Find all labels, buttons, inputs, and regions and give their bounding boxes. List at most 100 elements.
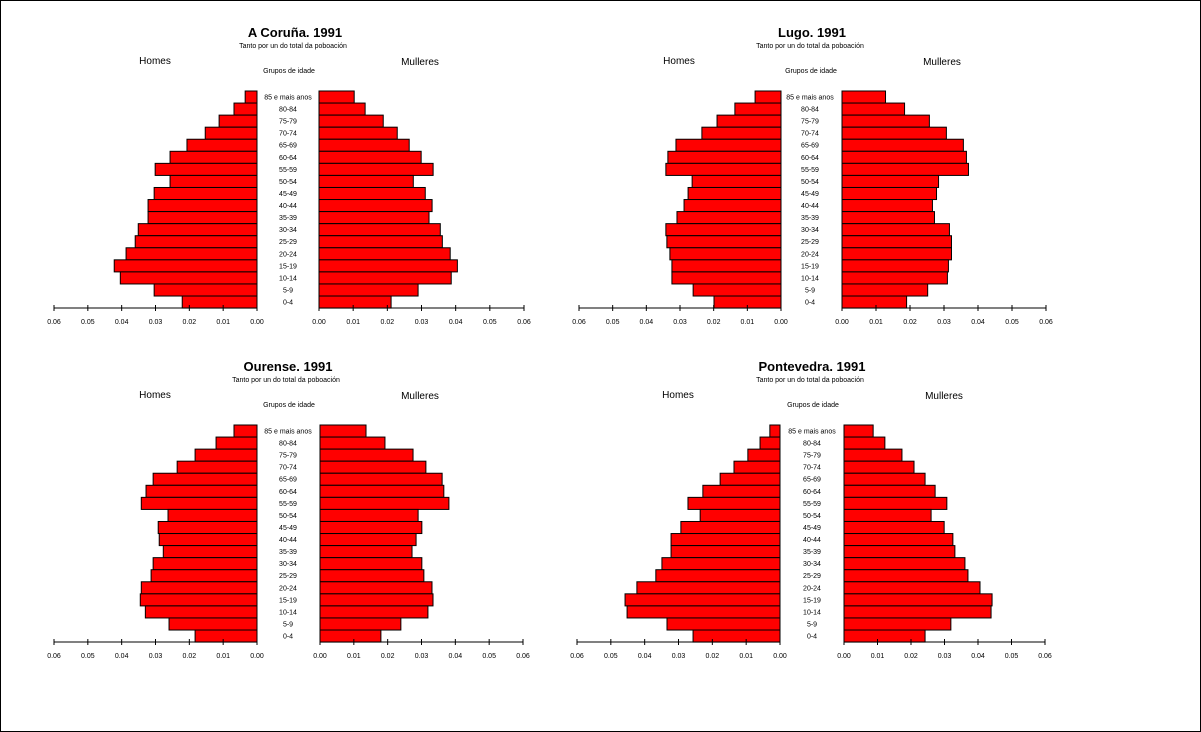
age-group-label: 70-74	[801, 131, 819, 138]
bar-mulleres	[843, 605, 992, 619]
bar-homes	[676, 211, 782, 225]
left-tick-label: 0.00	[773, 653, 787, 660]
bar-mulleres	[318, 259, 458, 273]
age-group-label: 70-74	[803, 465, 821, 472]
bar-homes	[152, 472, 258, 486]
bar-mulleres	[318, 211, 430, 225]
age-group-label: 15-19	[279, 263, 297, 270]
left-tick-label: 0.03	[149, 653, 163, 660]
bar-mulleres	[841, 211, 935, 225]
left-tick-label: 0.01	[216, 319, 230, 326]
age-group-label: 25-29	[803, 573, 821, 580]
right-tick-label: 0.05	[1005, 319, 1019, 326]
right-tick-label: 0.03	[415, 319, 429, 326]
bar-mulleres	[319, 557, 423, 571]
bar-homes	[661, 557, 781, 571]
bar-homes	[162, 545, 258, 559]
bar-mulleres	[319, 533, 417, 547]
bar-mulleres	[843, 484, 936, 498]
category-axis-label: Grupos de idade	[263, 402, 315, 409]
bar-homes	[683, 199, 782, 213]
age-group-label: 0-4	[283, 634, 293, 641]
age-group-label: 85 e mais anos	[786, 95, 834, 102]
bar-mulleres	[319, 448, 414, 462]
left-tick-label: 0.06	[47, 653, 61, 660]
bar-homes	[169, 150, 258, 164]
bar-homes	[716, 114, 782, 128]
right-tick-label: 0.00	[837, 653, 851, 660]
left-tick-label: 0.06	[47, 319, 61, 326]
pyramid-chart: Ourense. 1991 Tanto por un do total da po…	[47, 359, 530, 660]
bar-mulleres	[841, 174, 940, 188]
bar-mulleres	[318, 114, 384, 128]
bar-mulleres	[843, 581, 981, 595]
bar-homes	[671, 271, 782, 285]
bar-homes	[675, 138, 782, 152]
bar-homes	[113, 259, 258, 273]
bar-mulleres	[841, 126, 947, 140]
bar-homes	[194, 448, 258, 462]
bar-homes	[140, 581, 258, 595]
age-group-label: 5-9	[805, 287, 815, 294]
bar-mulleres	[318, 186, 426, 201]
bar-homes	[665, 162, 782, 176]
bar-homes	[719, 472, 781, 486]
bar-mulleres	[841, 295, 908, 309]
bar-homes	[665, 223, 782, 237]
bar-mulleres	[319, 508, 419, 522]
age-group-label: 85 e mais anos	[788, 429, 836, 436]
age-group-label: 25-29	[279, 573, 297, 580]
bar-homes	[176, 460, 258, 474]
bar-mulleres	[318, 102, 366, 116]
age-group-label: 60-64	[279, 489, 297, 496]
age-group-label: 20-24	[803, 585, 821, 592]
left-series-label: Homes	[139, 390, 171, 401]
left-tick-label: 0.02	[707, 319, 721, 326]
left-tick-label: 0.04	[115, 319, 129, 326]
age-group-label: 5-9	[283, 621, 293, 628]
age-group-label: 25-29	[801, 239, 819, 246]
left-tick-label: 0.03	[673, 319, 687, 326]
bar-homes	[153, 283, 258, 297]
age-group-label: 20-24	[279, 251, 297, 258]
age-group-label: 40-44	[803, 537, 821, 544]
bar-mulleres	[318, 174, 414, 188]
age-group-label: 5-9	[283, 287, 293, 294]
right-tick-label: 0.02	[904, 653, 918, 660]
age-group-label: 35-39	[279, 215, 297, 222]
bar-homes	[754, 90, 782, 104]
bar-homes	[669, 247, 782, 261]
left-tick-label: 0.05	[81, 319, 95, 326]
bar-homes	[667, 150, 782, 164]
bar-homes	[158, 533, 258, 547]
age-group-label: 5-9	[807, 621, 817, 628]
age-group-label: 15-19	[803, 597, 821, 604]
bar-mulleres	[843, 472, 926, 486]
bar-mulleres	[841, 235, 952, 249]
bar-homes	[244, 90, 258, 104]
age-group-label: 40-44	[279, 203, 297, 210]
right-series-label: Mulleres	[401, 391, 439, 402]
age-group-label: 85 e mais anos	[264, 95, 312, 102]
bar-homes	[145, 484, 258, 498]
right-tick-label: 0.00	[312, 319, 326, 326]
age-group-label: 50-54	[803, 513, 821, 520]
left-tick-label: 0.01	[739, 653, 753, 660]
age-group-label: 65-69	[279, 477, 297, 484]
left-tick-label: 0.00	[250, 653, 264, 660]
bar-mulleres	[841, 114, 930, 128]
right-tick-label: 0.04	[971, 653, 985, 660]
age-group-label: 75-79	[803, 453, 821, 460]
age-group-label: 80-84	[803, 441, 821, 448]
bar-homes	[194, 629, 258, 643]
age-group-label: 40-44	[801, 203, 819, 210]
bar-homes	[702, 484, 781, 498]
bar-mulleres	[319, 593, 434, 607]
bar-mulleres	[841, 102, 906, 116]
bar-homes	[147, 199, 258, 213]
bar-mulleres	[318, 138, 410, 152]
bar-homes	[699, 508, 781, 522]
age-group-label: 45-49	[279, 525, 297, 532]
bar-mulleres	[843, 520, 945, 535]
bar-mulleres	[318, 90, 355, 104]
